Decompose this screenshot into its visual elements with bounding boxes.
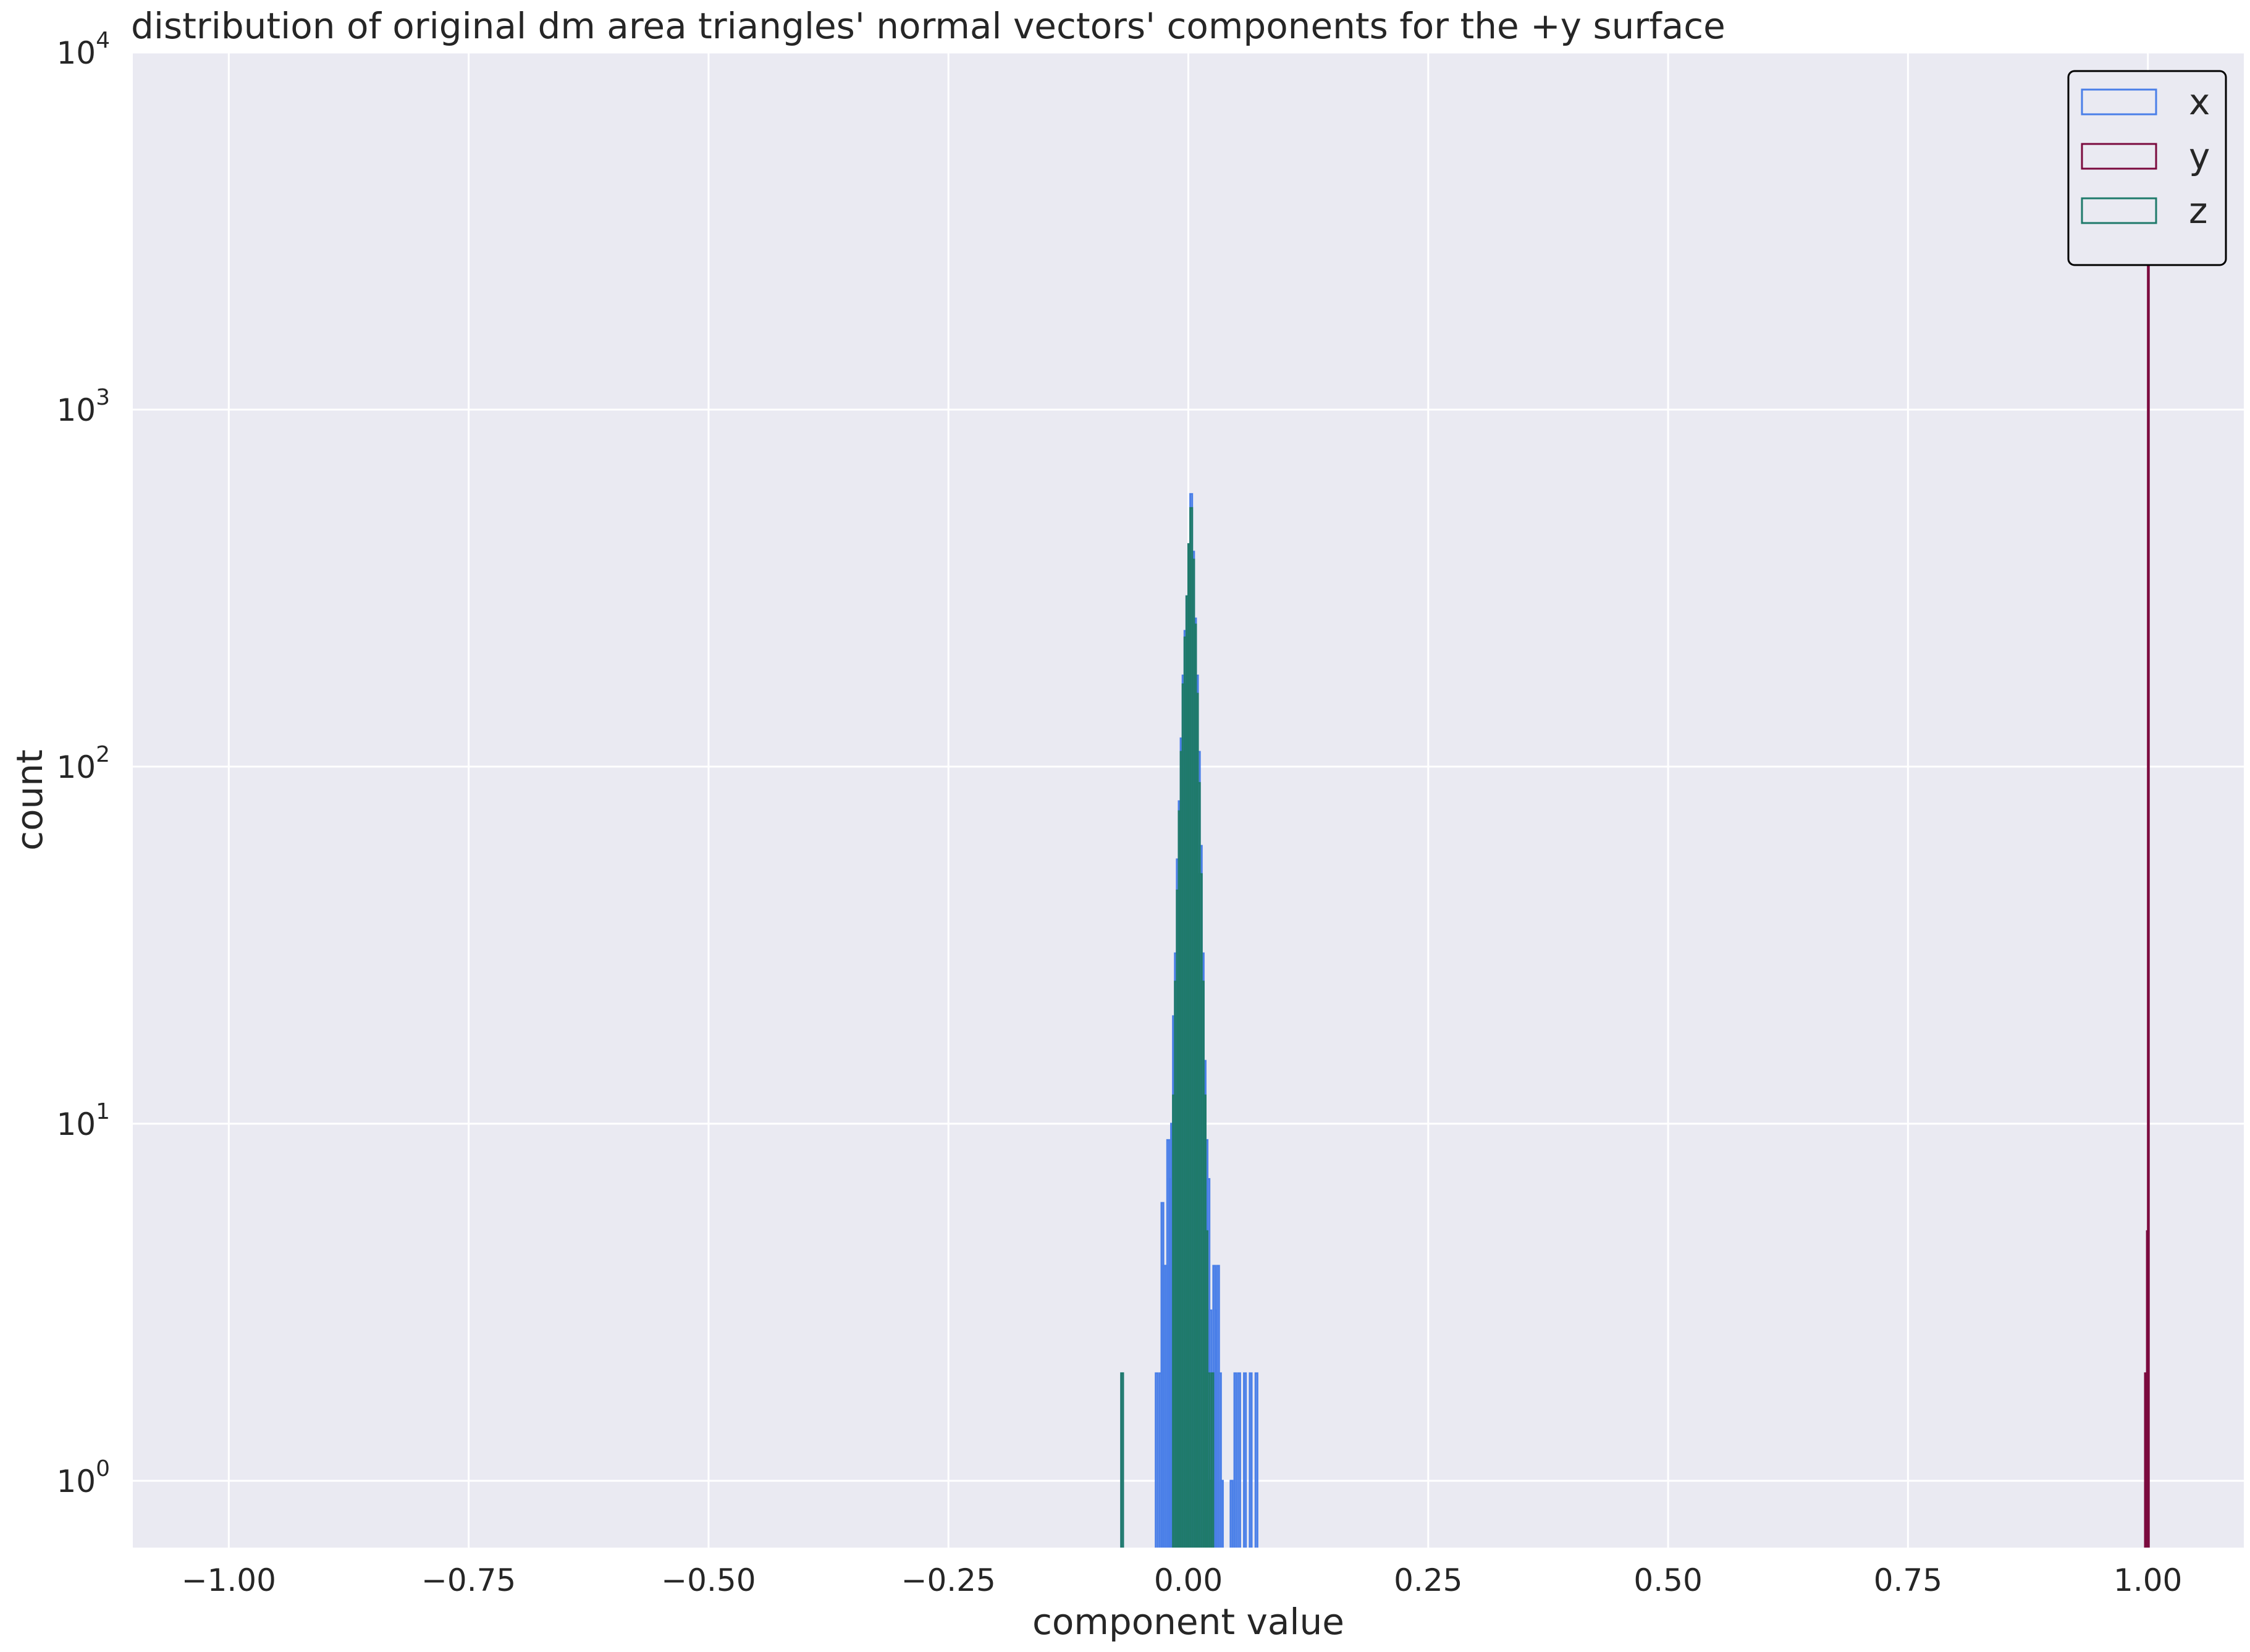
y-tick-label: 104: [56, 28, 110, 71]
legend-label-x: x: [2189, 81, 2210, 123]
y-tick-base: 10: [56, 392, 96, 428]
histogram-bar: [1233, 1372, 1237, 1548]
x-tick-label: 0.00: [1154, 1562, 1223, 1598]
x-axis-label: component value: [1032, 1601, 1344, 1643]
y-tick-exponent: 3: [96, 385, 110, 410]
legend-swatch-z: [2081, 197, 2157, 224]
y-tick-exponent: 1: [96, 1099, 110, 1124]
y-tick-label: 103: [56, 385, 110, 428]
legend-label-y: y: [2189, 135, 2210, 177]
x-tick-label: 0.75: [1874, 1562, 1942, 1598]
histogram-bar: [1249, 1372, 1253, 1548]
histogram-bar: [1243, 1372, 1247, 1548]
histogram-bar: [2147, 238, 2150, 1548]
histogram-bar: [1210, 1372, 1215, 1548]
x-tick-label: −0.50: [661, 1562, 756, 1598]
chart-title: distribution of original dm area triangl…: [131, 5, 1725, 47]
y-tick-base: 10: [56, 1106, 96, 1142]
x-tick-label: −0.75: [421, 1562, 516, 1598]
x-tick-label: 0.25: [1394, 1562, 1462, 1598]
histogram-bar: [1120, 1372, 1124, 1548]
y-tick-exponent: 2: [96, 742, 110, 767]
legend: xyz: [2067, 70, 2227, 266]
legend-label-z: z: [2189, 190, 2207, 232]
histogram-bar: [1207, 1372, 1211, 1548]
x-tick-label: 1.00: [2113, 1562, 2182, 1598]
histogram-bar: [1218, 1372, 1222, 1548]
histogram-bar: [1237, 1372, 1241, 1548]
y-tick-exponent: 4: [96, 28, 110, 53]
x-tick-label: 0.50: [1633, 1562, 1702, 1598]
y-axis-label: count: [9, 749, 51, 851]
histogram-bar: [1220, 1480, 1224, 1548]
y-tick-base: 10: [56, 35, 96, 71]
histogram-bar: [1254, 1372, 1258, 1548]
y-tick-label: 101: [56, 1099, 110, 1142]
y-tick-base: 10: [56, 749, 96, 785]
series-z: [1120, 507, 1215, 1548]
histogram-bar: [2144, 1372, 2147, 1548]
histogram-bar: [1155, 1372, 1159, 1548]
histogram-bar: [1229, 1480, 1234, 1548]
legend-swatch-x: [2081, 88, 2157, 116]
y-tick-exponent: 0: [96, 1456, 110, 1481]
axes: −1.00 −0.75 −0.50 −0.25 0.00 0.25 0.50 0.75 1.00…: [56, 28, 2182, 1598]
x-tick-label: −1.00: [182, 1562, 276, 1598]
y-tick-label: 100: [56, 1456, 110, 1499]
histogram-series-group: [1120, 238, 2150, 1548]
legend-swatch-y: [2081, 143, 2157, 170]
y-tick-base: 10: [56, 1464, 96, 1499]
y-tick-label: 102: [56, 742, 110, 785]
x-tick-label: −0.25: [901, 1562, 996, 1598]
